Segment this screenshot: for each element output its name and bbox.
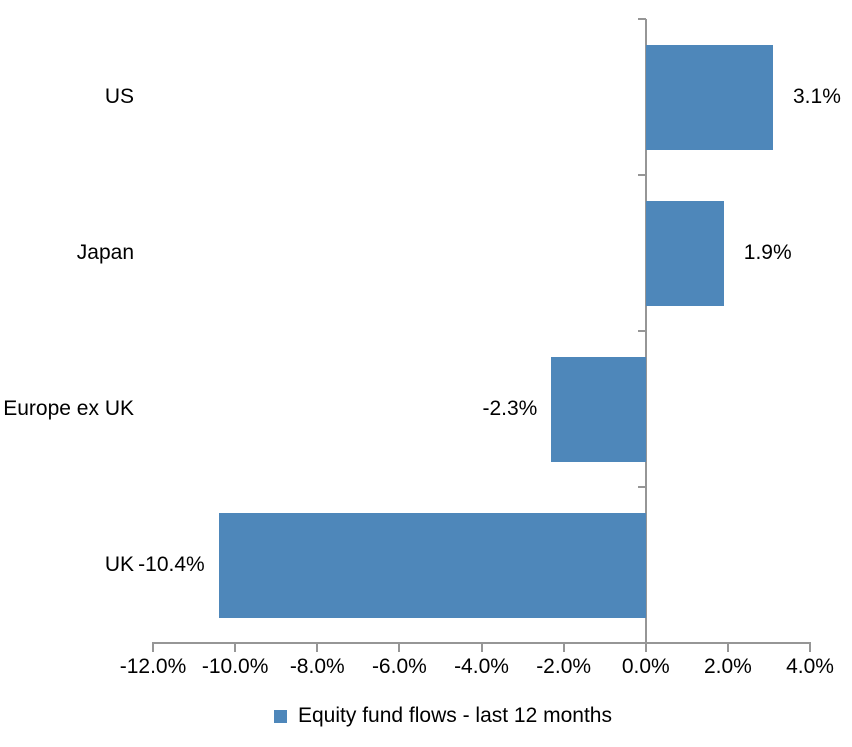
legend-label: Equity fund flows - last 12 months xyxy=(298,704,612,727)
value-label: -2.3% xyxy=(482,397,538,420)
value-label: -10.4% xyxy=(138,553,205,576)
x-axis-tick xyxy=(480,643,483,652)
x-axis-tick xyxy=(234,643,237,652)
category-axis-line xyxy=(644,19,647,652)
x-tick-label: -10.0% xyxy=(201,655,269,678)
x-tick-label: -8.0% xyxy=(289,655,345,678)
bar xyxy=(218,512,646,618)
x-tick-label: -2.0% xyxy=(536,655,592,678)
value-label: 1.9% xyxy=(743,241,792,264)
legend: Equity fund flows - last 12 months xyxy=(17,703,852,729)
x-axis-tick xyxy=(316,643,319,652)
value-label: 3.1% xyxy=(793,85,841,108)
category-label: US xyxy=(104,85,134,108)
x-tick-label: -12.0% xyxy=(119,655,187,678)
category-axis-tick xyxy=(637,486,646,488)
category-axis-tick xyxy=(637,174,646,176)
bar xyxy=(645,44,774,150)
category-label: UK xyxy=(104,553,134,576)
category-label: Japan xyxy=(76,241,134,264)
category-label: Europe ex UK xyxy=(3,397,134,420)
x-tick-label: -4.0% xyxy=(454,655,509,678)
x-axis-tick xyxy=(726,643,729,652)
x-axis-tick xyxy=(152,643,154,652)
x-axis-tick xyxy=(398,643,401,652)
x-tick-label: 0.0% xyxy=(621,655,670,678)
x-tick-label: 2.0% xyxy=(703,655,752,678)
x-axis-tick xyxy=(562,643,565,652)
bar xyxy=(645,200,724,306)
x-tick-label: 4.0% xyxy=(786,655,834,678)
x-tick-label: -6.0% xyxy=(371,655,427,678)
bar xyxy=(551,356,646,462)
category-axis-tick xyxy=(637,18,646,20)
category-axis-tick xyxy=(637,330,646,332)
x-axis-tick xyxy=(809,643,811,652)
legend-swatch-icon xyxy=(274,709,287,723)
